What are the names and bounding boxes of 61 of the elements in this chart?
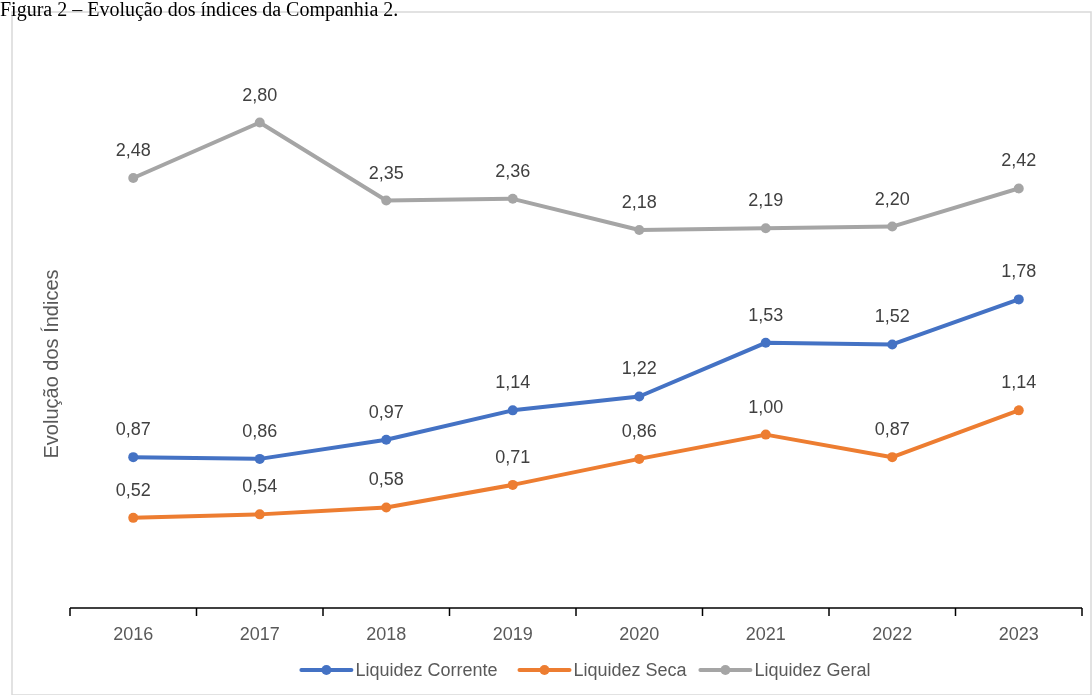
data-label: 2,80 bbox=[242, 84, 278, 105]
point bbox=[887, 339, 898, 350]
y-axis-title: Evolução dos Índices bbox=[40, 269, 62, 459]
data-label: 0,86 bbox=[242, 420, 278, 441]
point bbox=[1013, 183, 1024, 194]
x-tick-label: 2021 bbox=[745, 624, 786, 644]
point bbox=[887, 221, 898, 232]
point bbox=[634, 391, 645, 402]
point bbox=[634, 225, 645, 236]
data-label: 0,58 bbox=[368, 469, 404, 490]
point bbox=[381, 195, 392, 206]
point bbox=[128, 173, 139, 184]
data-label: 1,22 bbox=[621, 358, 657, 379]
point bbox=[887, 452, 898, 463]
data-label: 2,48 bbox=[115, 140, 151, 161]
data-label: 1,78 bbox=[1001, 261, 1037, 282]
point bbox=[760, 223, 771, 234]
data-label: 2,35 bbox=[368, 162, 404, 183]
point bbox=[381, 434, 392, 445]
data-label: 2,42 bbox=[1001, 150, 1037, 171]
point bbox=[254, 453, 265, 464]
data-label: 1,14 bbox=[495, 372, 531, 393]
x-tick-label: 2019 bbox=[492, 624, 533, 644]
data-label: 0,86 bbox=[621, 420, 657, 441]
data-label: 2,18 bbox=[621, 192, 657, 213]
data-label: 1,14 bbox=[1001, 372, 1037, 393]
x-tick-label: 2018 bbox=[366, 624, 407, 644]
point bbox=[254, 509, 265, 520]
point bbox=[254, 117, 265, 128]
point bbox=[1013, 294, 1024, 305]
data-label: 0,54 bbox=[242, 476, 278, 497]
data-label: 2,20 bbox=[874, 188, 910, 209]
data-label: 0,97 bbox=[368, 401, 404, 422]
data-label: 1,53 bbox=[748, 304, 784, 325]
data-label: 2,19 bbox=[748, 190, 784, 211]
point bbox=[128, 452, 139, 463]
x-tick-label: 2016 bbox=[113, 624, 154, 644]
x-tick-label: 2017 bbox=[239, 624, 280, 644]
point bbox=[760, 337, 771, 348]
point bbox=[760, 429, 771, 440]
x-tick-label: 2020 bbox=[619, 624, 660, 644]
point bbox=[634, 453, 645, 464]
legend-label: Liquidez Geral bbox=[754, 660, 871, 680]
point bbox=[128, 512, 139, 523]
point bbox=[507, 193, 518, 204]
point bbox=[507, 405, 518, 416]
data-label: 2,36 bbox=[495, 160, 531, 181]
point bbox=[1013, 405, 1024, 416]
x-tick-label: 2023 bbox=[998, 624, 1039, 644]
data-label: 0,71 bbox=[495, 446, 531, 467]
data-label: 1,00 bbox=[748, 396, 784, 417]
chart-title: Figura 2 – Evolução dos índices da Companhia 2. bbox=[0, 0, 399, 21]
point bbox=[507, 479, 518, 490]
point bbox=[381, 502, 392, 513]
data-label: 1,52 bbox=[874, 306, 910, 327]
legend-label: Liquidez Corrente bbox=[355, 660, 498, 680]
x-tick-label: 2022 bbox=[872, 624, 913, 644]
data-label: 0,52 bbox=[115, 479, 151, 500]
data-label: 0,87 bbox=[874, 419, 910, 440]
legend-label: Liquidez Seca bbox=[573, 660, 688, 680]
data-label: 0,87 bbox=[115, 419, 151, 440]
